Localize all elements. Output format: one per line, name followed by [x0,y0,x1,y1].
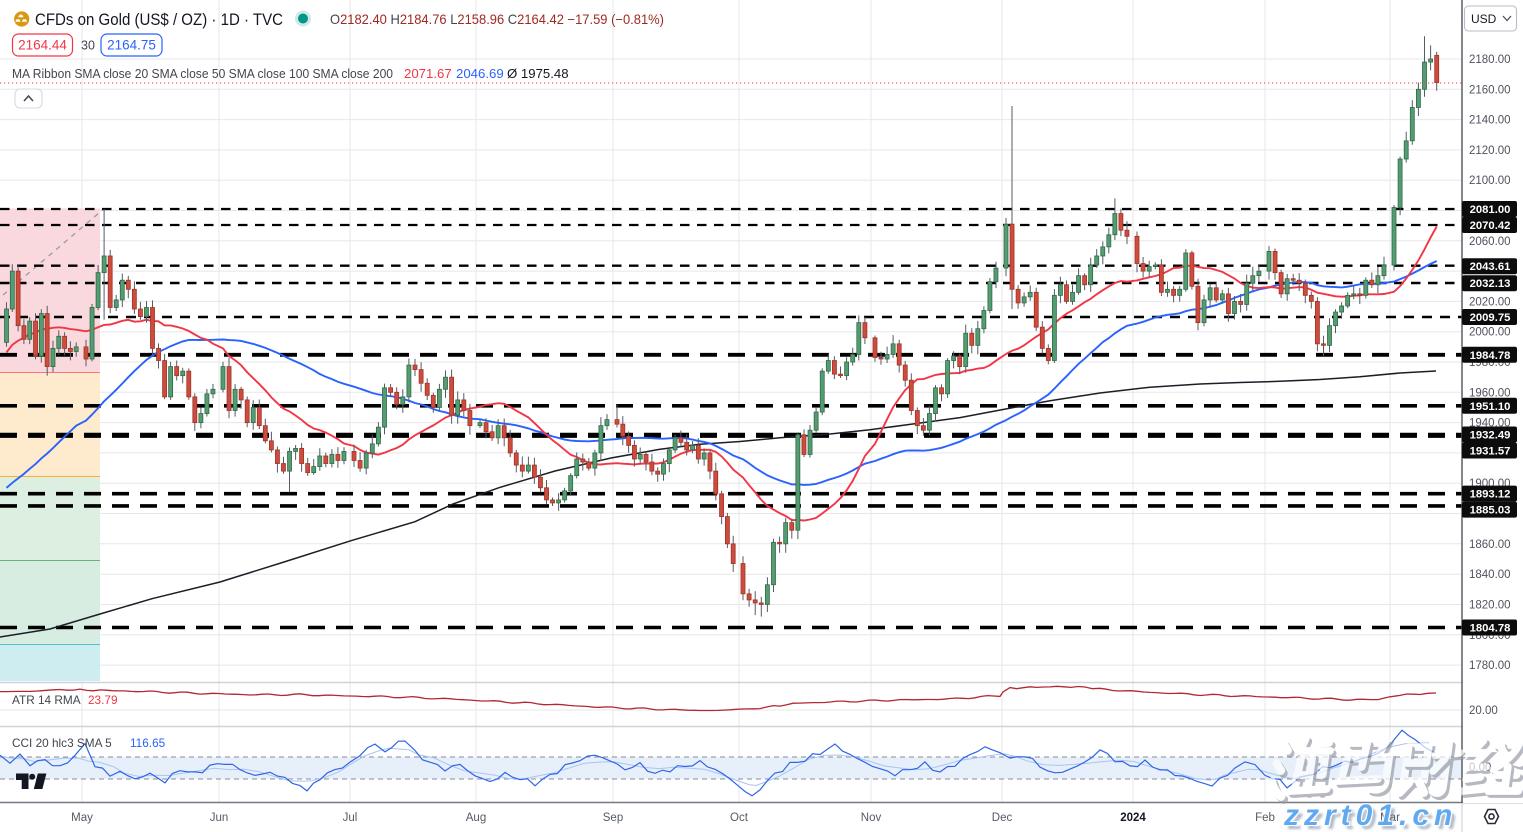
svg-text:MA Ribbon SMA close 20 SMA clo: MA Ribbon SMA close 20 SMA close 50 SMA … [12,66,393,81]
svg-text:1840.00: 1840.00 [1469,569,1511,581]
svg-text:1984.78: 1984.78 [1470,350,1511,362]
svg-text:2070.42: 2070.42 [1470,220,1511,232]
svg-text:1960.00: 1960.00 [1469,387,1511,399]
svg-text:2180.00: 2180.00 [1469,54,1511,66]
svg-text:Feb: Feb [1255,812,1275,824]
svg-text:1820.00: 1820.00 [1469,600,1511,612]
svg-text:1885.03: 1885.03 [1470,505,1511,517]
svg-text:2120.00: 2120.00 [1469,145,1511,157]
svg-text:1932.49: 1932.49 [1470,430,1511,442]
svg-text:2081.00: 2081.00 [1470,204,1511,216]
svg-text:Aug: Aug [466,812,486,824]
svg-text:ATR 14 RMA: ATR 14 RMA [12,693,81,707]
svg-text:USD: USD [1471,12,1497,26]
svg-text:1893.12: 1893.12 [1470,489,1511,501]
svg-text:2071.67: 2071.67 [404,66,452,81]
svg-text:2164.75: 2164.75 [107,38,156,53]
svg-text:2160.00: 2160.00 [1469,84,1511,96]
svg-text:Jun: Jun [210,812,229,824]
svg-text:Mar: Mar [1380,812,1400,824]
svg-text:2140.00: 2140.00 [1469,115,1511,127]
svg-text:2020.00: 2020.00 [1469,296,1511,308]
svg-text:Oct: Oct [730,812,749,824]
svg-text:1804.78: 1804.78 [1470,623,1511,635]
svg-text:2164.44: 2164.44 [18,38,67,53]
svg-text:2009.75: 2009.75 [1470,312,1511,324]
svg-text:1931.57: 1931.57 [1470,446,1511,458]
svg-text:May: May [71,812,93,824]
svg-text:2000.00: 2000.00 [1469,327,1511,339]
svg-text:O2182.40 H2184.76 L2158.96 C21: O2182.40 H2184.76 L2158.96 C2164.42 −17.… [330,12,664,27]
svg-text:CFDs on Gold (US$ / OZ) · 1D ·: CFDs on Gold (US$ / OZ) · 1D · TVC [35,10,283,29]
svg-text:1780.00: 1780.00 [1469,660,1511,672]
svg-text:2046.69: 2046.69 [456,66,504,81]
svg-text:30: 30 [81,39,95,53]
svg-text:2032.13: 2032.13 [1470,278,1511,290]
svg-text:2060.00: 2060.00 [1469,236,1511,248]
svg-text:Ø 1975.48: Ø 1975.48 [507,66,569,81]
svg-text:2024: 2024 [1120,812,1146,824]
svg-text:Sep: Sep [603,812,623,824]
svg-text:Dec: Dec [992,812,1013,824]
svg-text:1951.10: 1951.10 [1470,401,1511,413]
svg-text:20.00: 20.00 [1469,705,1498,717]
svg-text:1860.00: 1860.00 [1469,539,1511,551]
svg-text:2043.61: 2043.61 [1470,261,1511,273]
svg-text:2100.00: 2100.00 [1469,175,1511,187]
svg-text:CCI 20 hlc3 SMA 5: CCI 20 hlc3 SMA 5 [12,736,112,750]
svg-text:Nov: Nov [861,812,882,824]
svg-text:23.79: 23.79 [88,693,118,707]
svg-text:Jul: Jul [343,812,358,824]
svg-text:116.65: 116.65 [130,736,166,750]
